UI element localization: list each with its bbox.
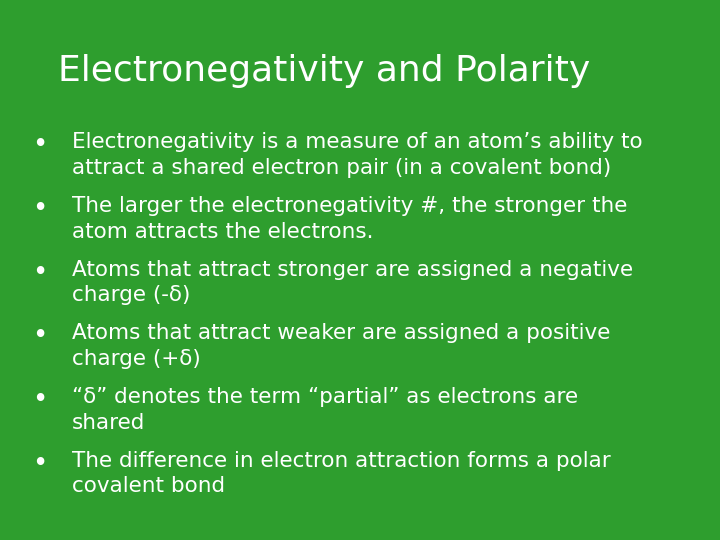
Text: Electronegativity is a measure of an atom’s ability to
attract a shared electron: Electronegativity is a measure of an ato…: [72, 132, 643, 178]
Text: •: •: [32, 260, 48, 286]
Text: Electronegativity and Polarity: Electronegativity and Polarity: [58, 54, 590, 88]
Text: The larger the electronegativity #, the stronger the
atom attracts the electrons: The larger the electronegativity #, the …: [72, 196, 627, 241]
Text: •: •: [32, 196, 48, 222]
Text: •: •: [32, 132, 48, 158]
Text: •: •: [32, 387, 48, 413]
Text: “δ” denotes the term “partial” as electrons are
shared: “δ” denotes the term “partial” as electr…: [72, 387, 578, 433]
Text: Atoms that attract weaker are assigned a positive
charge (+δ): Atoms that attract weaker are assigned a…: [72, 323, 611, 369]
Text: The difference in electron attraction forms a polar
covalent bond: The difference in electron attraction fo…: [72, 451, 611, 496]
Text: •: •: [32, 323, 48, 349]
Text: •: •: [32, 451, 48, 477]
Text: Atoms that attract stronger are assigned a negative
charge (-δ): Atoms that attract stronger are assigned…: [72, 260, 633, 305]
